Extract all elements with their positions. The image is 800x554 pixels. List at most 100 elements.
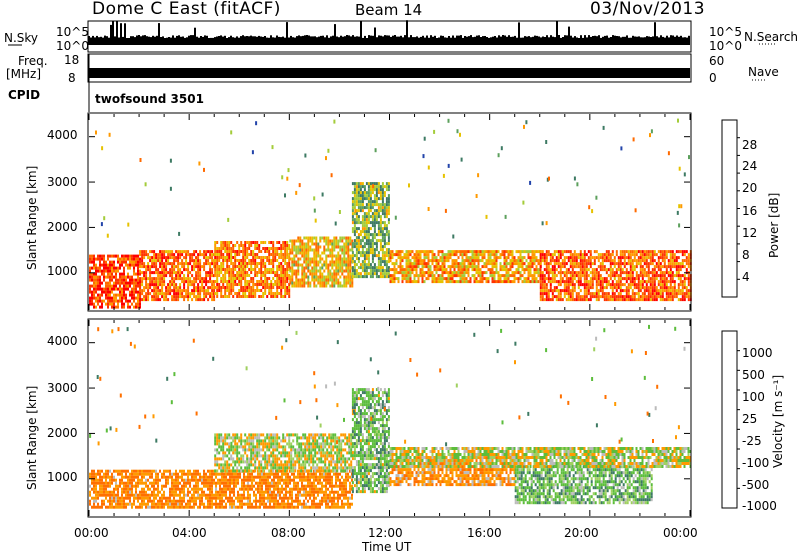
data-cell	[333, 275, 336, 279]
data-cell	[91, 266, 93, 270]
data-cell	[385, 182, 388, 186]
data-cell	[216, 253, 219, 256]
data-cell	[685, 256, 688, 260]
data-cell	[218, 247, 221, 250]
data-cell	[659, 298, 662, 302]
data-cell	[357, 188, 360, 192]
data-cell	[301, 254, 304, 258]
data-cell	[254, 247, 257, 250]
data-cell	[282, 277, 285, 280]
data-cell	[185, 253, 188, 257]
data-cell	[377, 266, 380, 270]
data-cell	[481, 259, 484, 263]
data-cell	[121, 496, 123, 500]
data-cell	[161, 256, 164, 260]
data-cell	[573, 286, 576, 290]
data-cell	[429, 265, 432, 269]
data-cell	[573, 259, 576, 263]
data-cell	[543, 286, 546, 290]
data-cell	[365, 269, 368, 273]
data-cell	[214, 241, 217, 244]
data-cell	[117, 257, 119, 261]
data-cell	[155, 268, 158, 272]
nsearch-tick-bottom: 10^0	[709, 39, 742, 53]
data-cell	[169, 286, 172, 290]
data-cell	[307, 269, 310, 273]
data-cell	[179, 487, 181, 491]
data-cell	[266, 250, 269, 253]
data-cell	[657, 274, 660, 278]
data-cell	[439, 268, 442, 272]
data-cell	[135, 487, 137, 491]
data-cell	[367, 257, 370, 261]
data-cell	[228, 241, 231, 244]
data-cell	[495, 250, 498, 254]
data-cell	[213, 265, 216, 269]
data-cell	[165, 265, 168, 269]
data-cell	[341, 284, 344, 288]
data-cell	[295, 269, 298, 273]
data-cell	[673, 286, 676, 290]
data-cell	[641, 265, 644, 269]
data-cell	[571, 271, 574, 275]
data-cell	[272, 265, 275, 268]
data-cell	[327, 266, 330, 270]
data-cell	[113, 296, 115, 300]
data-cell	[181, 478, 183, 482]
data-cell	[115, 278, 117, 282]
data-cell	[149, 292, 152, 296]
data-cell	[323, 239, 326, 243]
data-cell	[161, 487, 163, 491]
data-cell	[441, 268, 444, 272]
data-cell	[133, 293, 135, 297]
scatter-point	[304, 153, 307, 158]
data-cell	[457, 262, 460, 266]
data-cell	[653, 250, 656, 254]
data-cell	[220, 292, 223, 295]
data-cell	[291, 281, 294, 285]
data-cell	[661, 298, 664, 302]
data-cell	[93, 475, 95, 479]
data-cell	[97, 296, 99, 300]
data-cell	[203, 286, 206, 290]
data-cell	[451, 271, 454, 275]
data-cell	[561, 289, 564, 293]
data-cell	[179, 292, 182, 296]
data-cell	[117, 293, 119, 297]
data-cell	[159, 502, 161, 506]
data-cell	[349, 284, 352, 288]
data-cell	[311, 257, 314, 261]
data-cell	[565, 268, 568, 272]
data-cell	[617, 283, 620, 287]
data-cell	[131, 490, 133, 494]
data-cell	[353, 266, 356, 270]
data-cell	[129, 293, 131, 297]
data-cell	[121, 275, 123, 279]
data-cell	[337, 242, 340, 246]
data-cell	[617, 274, 620, 278]
data-cell	[447, 259, 450, 263]
data-cell	[228, 286, 231, 289]
data-cell	[595, 298, 598, 302]
data-cell	[125, 284, 127, 288]
data-cell	[268, 268, 271, 271]
data-cell	[264, 274, 267, 277]
data-cell	[415, 271, 418, 275]
data-cell	[353, 227, 356, 231]
data-cell	[119, 284, 121, 288]
data-cell	[113, 499, 115, 503]
data-cell	[141, 478, 143, 482]
data-cell	[107, 269, 109, 273]
data-cell	[153, 289, 156, 293]
data-cell	[609, 268, 612, 272]
data-cell	[327, 269, 330, 273]
data-cell	[581, 259, 584, 263]
data-cell	[165, 484, 167, 488]
data-cell	[559, 283, 562, 287]
data-cell	[317, 254, 320, 258]
data-cell	[461, 256, 464, 260]
data-cell	[475, 265, 478, 269]
data-cell	[276, 274, 279, 277]
data-cell	[621, 262, 624, 266]
data-cell	[361, 227, 364, 231]
